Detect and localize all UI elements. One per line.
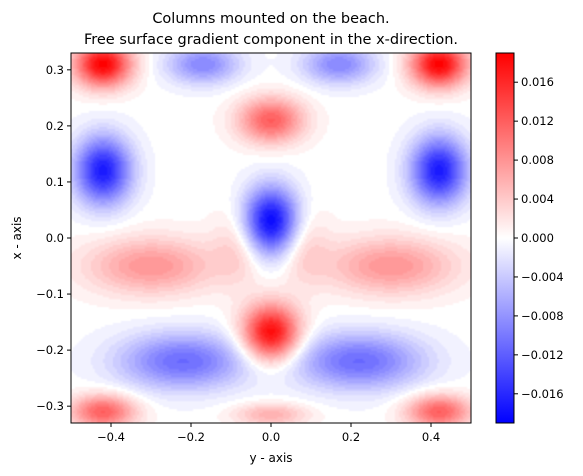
colorbar-tick-label: 0.012: [521, 114, 554, 128]
x-axis-ticks: −0.4 −0.2 0.0 0.2 0.4: [97, 423, 440, 444]
colorbar-tick-label: −0.004: [521, 270, 564, 284]
colorbar-tick-label: 0.008: [521, 153, 554, 167]
x-tick-label: −0.4: [97, 430, 125, 444]
x-tick-label: 0.4: [422, 430, 440, 444]
colorbar-ticks: −0.016 −0.012 −0.008 −0.004 0.000 0.004 0.008 0…: [514, 75, 564, 401]
colorbar-tick-label: 0.004: [521, 192, 554, 206]
y-tick-label: 0.2: [46, 119, 64, 133]
y-axis-ticks: −0.3 −0.2 −0.1 0.0 0.1 0.2 0.3: [36, 63, 71, 413]
x-tick-label: 0.0: [262, 430, 280, 444]
chart-title-line-1: Columns mounted on the beach.: [152, 11, 389, 27]
y-tick-label: 0.1: [46, 175, 64, 189]
y-axis-label: x - axis: [10, 216, 24, 259]
x-axis-label: y - axis: [249, 451, 292, 465]
colorbar: [495, 52, 515, 424]
heatmap-image: [71, 53, 471, 423]
colorbar-tick-label: −0.012: [521, 348, 564, 362]
y-tick-label: 0.3: [46, 63, 64, 77]
y-tick-label: −0.3: [36, 399, 64, 413]
colorbar-tick-label: −0.008: [521, 309, 564, 323]
colorbar-tick-label: 0.016: [521, 75, 554, 89]
colorbar-tick-label: 0.000: [521, 231, 554, 245]
chart-title-line-2: Free surface gradient component in the x…: [84, 32, 458, 48]
y-tick-label: −0.2: [36, 343, 64, 357]
x-tick-label: −0.2: [177, 430, 205, 444]
colorbar-tick-label: −0.016: [521, 387, 564, 401]
x-tick-label: 0.2: [342, 430, 360, 444]
y-tick-label: 0.0: [46, 231, 64, 245]
y-tick-label: −0.1: [36, 287, 64, 301]
